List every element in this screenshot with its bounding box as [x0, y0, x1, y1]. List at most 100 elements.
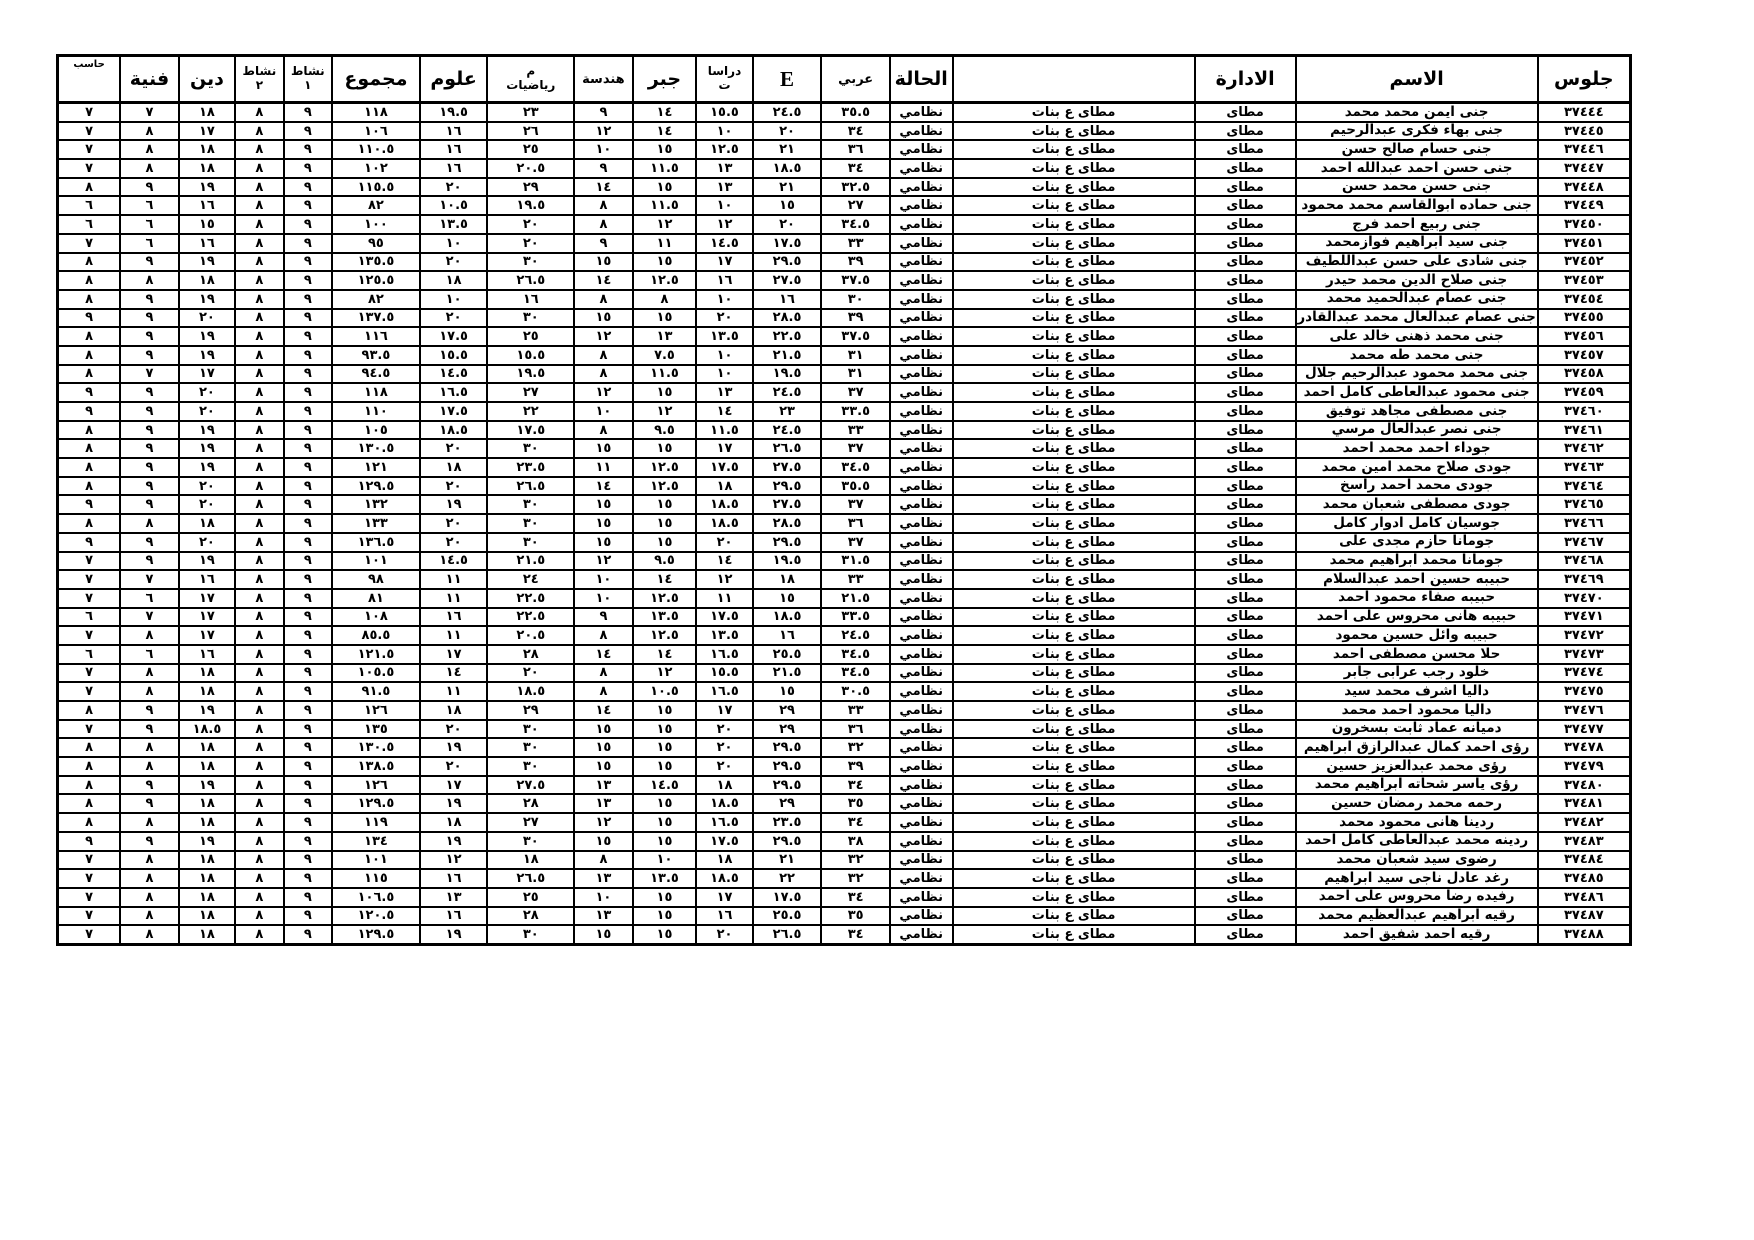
table-row: ٣٧٤٥٧ جنى محمد طه محمد مطاى مطاى ع بنات نظام…: [56, 344, 1632, 366]
name-cell: رضوى سيد شعبان محمد: [1294, 849, 1539, 871]
algebra-cell: ١٥: [631, 830, 698, 852]
science-cell: ١١: [418, 681, 489, 702]
studies-cell: ١٧.٥: [695, 830, 754, 852]
math-cell: ٢٥: [486, 886, 576, 908]
school-cell: مطاى ع بنات: [951, 158, 1196, 179]
name-cell: جنى محمود عبدالعاطى كامل احمد: [1294, 382, 1539, 403]
school-cell: مطاى ع بنات: [951, 494, 1196, 516]
activity1-cell: ٩: [282, 307, 334, 329]
geometry-cell: ١٢: [573, 812, 634, 833]
algebra-cell: ١٤: [631, 569, 698, 590]
studies-cell: ١٦: [695, 905, 754, 927]
geometry-cell: ٨: [573, 288, 634, 310]
math-cell: ٢٦.٥: [486, 475, 576, 497]
science-cell: ١٨.٥: [418, 419, 489, 441]
status-cell: نظامي: [888, 513, 954, 534]
status-cell: نظامي: [888, 101, 954, 123]
english-cell: ٢٩.٥: [751, 774, 823, 796]
school-cell: مطاى ع بنات: [951, 643, 1196, 665]
seat-cell: ٣٧٤٨٦: [1536, 886, 1632, 908]
school-cell: مطاى ع بنات: [951, 587, 1196, 609]
seat-cell: ٣٧٤٥٥: [1536, 307, 1632, 329]
activity2-cell: ٨: [234, 344, 285, 366]
total-cell: ١٢٥.٥: [331, 270, 421, 291]
school-cell: مطاى ع بنات: [951, 924, 1196, 946]
algebra-cell: ١٥: [631, 793, 698, 815]
school-cell: مطاى ع بنات: [951, 718, 1196, 740]
status-cell: نظامي: [888, 587, 954, 609]
total-cell: ١٣٥: [331, 718, 421, 740]
activity2-cell: ٨: [234, 139, 285, 161]
computer-cell: ٨: [56, 756, 122, 777]
activity1-cell: ٩: [282, 195, 334, 217]
religion-cell: ١٥: [177, 214, 237, 235]
science-cell: ١٤.٥: [418, 550, 489, 572]
activity1-cell: ٩: [282, 569, 334, 590]
activity1-cell: ٩: [282, 849, 334, 871]
studies-cell: ١٣: [695, 382, 754, 403]
science-cell: ٢٠: [418, 531, 489, 553]
english-cell: ٢١: [751, 849, 823, 871]
math-cell: ٢٢.٥: [486, 606, 576, 628]
geometry-cell: ٩: [573, 232, 634, 254]
total-cell: ١١٥: [331, 868, 421, 889]
art-cell: ٩: [119, 457, 180, 478]
computer-cell: ٨: [56, 251, 122, 273]
religion-cell: ١٨: [177, 662, 237, 684]
arabic-cell: ٣٣.٥: [820, 401, 891, 422]
admin-cell: مطاى: [1193, 737, 1297, 759]
table-row: ٣٧٤٦٦ جوسيان كامل ادوار كامل مطاى مطاى ع بن…: [56, 513, 1632, 534]
status-cell: نظامي: [888, 382, 954, 403]
activity1-cell: ٩: [282, 886, 334, 908]
studies-cell: ١٠: [695, 288, 754, 310]
arabic-cell: ٣٤.٥: [820, 643, 891, 665]
admin-cell: مطاى: [1193, 251, 1297, 273]
school-cell: مطاى ع بنات: [951, 849, 1196, 871]
activity1-cell: ٩: [282, 139, 334, 161]
art-cell: ٩: [119, 344, 180, 366]
studies-cell: ١٨.٥: [695, 868, 754, 889]
school-cell: مطاى ع بنات: [951, 288, 1196, 310]
admin-cell: مطاى: [1193, 905, 1297, 927]
art-cell: ٩: [119, 288, 180, 310]
computer-cell: ٧: [56, 625, 122, 646]
admin-cell: مطاى: [1193, 886, 1297, 908]
computer-cell: ٩: [56, 382, 122, 403]
total-cell: ١٣٤: [331, 830, 421, 852]
algebra-cell: ١٥: [631, 737, 698, 759]
studies-cell: ١٨.٥: [695, 513, 754, 534]
activity2-cell: ٨: [234, 905, 285, 927]
admin-cell: مطاى: [1193, 830, 1297, 852]
total-cell: ١٢٩.٥: [331, 793, 421, 815]
religion-cell: ١٨: [177, 905, 237, 927]
admin-cell: مطاى: [1193, 700, 1297, 721]
science-cell: ٢٠: [418, 718, 489, 740]
algebra-cell: ١٥: [631, 438, 698, 460]
table-row: ٣٧٤٦٧ جومانا حازم مجدى على مطاى مطاى ع بنات…: [56, 531, 1632, 553]
seat-cell: ٣٧٤٧٥: [1536, 681, 1632, 702]
computer-cell: ٨: [56, 363, 122, 385]
english-cell: ٢٣.٥: [751, 812, 823, 833]
computer-cell: ٧: [56, 101, 122, 123]
activity1-cell: ٩: [282, 158, 334, 179]
total-cell: ١١٠.٥: [331, 139, 421, 161]
english-cell: ١٨: [751, 569, 823, 590]
studies-cell: ١٧: [695, 700, 754, 721]
religion-cell: ١٦: [177, 232, 237, 254]
arabic-cell: ٣٢: [820, 737, 891, 759]
algebra-cell: ١٣.٥: [631, 606, 698, 628]
arabic-cell: ٣٧: [820, 531, 891, 553]
geometry-cell: ١٥: [573, 737, 634, 759]
geometry-cell: ١٠: [573, 886, 634, 908]
english-cell: ١٩.٥: [751, 550, 823, 572]
arabic-cell: ٣٠: [820, 288, 891, 310]
col-header-english: E: [751, 54, 823, 104]
computer-cell: ٧: [56, 158, 122, 179]
religion-cell: ٢٠: [177, 531, 237, 553]
seat-cell: ٣٧٤٨٢: [1536, 812, 1632, 833]
art-cell: ٩: [119, 793, 180, 815]
religion-cell: ١٨: [177, 868, 237, 889]
name-cell: رقيه ابراهيم عبدالعظيم محمد: [1294, 905, 1539, 927]
studies-cell: ١٣.٥: [695, 625, 754, 646]
science-cell: ١٩: [418, 793, 489, 815]
